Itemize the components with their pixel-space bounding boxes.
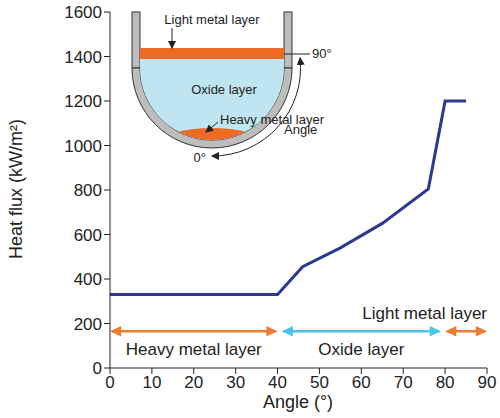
svg-text:20: 20 xyxy=(184,373,203,392)
svg-text:1600: 1600 xyxy=(64,3,102,22)
svg-text:Angle (°): Angle (°) xyxy=(263,392,333,412)
svg-text:Oxide layer: Oxide layer xyxy=(191,82,257,97)
svg-text:200: 200 xyxy=(74,315,102,334)
svg-text:40: 40 xyxy=(268,373,287,392)
svg-text:60: 60 xyxy=(352,373,371,392)
svg-text:Light metal layer: Light metal layer xyxy=(164,12,260,27)
svg-text:90°: 90° xyxy=(312,46,332,61)
svg-text:600: 600 xyxy=(74,226,102,245)
svg-text:0°: 0° xyxy=(194,150,206,165)
svg-text:1200: 1200 xyxy=(64,92,102,111)
svg-text:Heavy metal layer: Heavy metal layer xyxy=(220,112,325,127)
svg-text:Oxide layer: Oxide layer xyxy=(318,340,404,359)
svg-text:0: 0 xyxy=(105,373,114,392)
svg-text:Heat flux (kW/m²): Heat flux (kW/m²) xyxy=(8,119,26,259)
svg-text:Light metal layer: Light metal layer xyxy=(362,304,487,323)
svg-text:70: 70 xyxy=(394,373,413,392)
svg-text:1400: 1400 xyxy=(64,48,102,67)
svg-text:0: 0 xyxy=(93,359,102,378)
svg-text:Heavy metal layer: Heavy metal layer xyxy=(126,340,262,359)
svg-text:400: 400 xyxy=(74,270,102,289)
svg-text:1000: 1000 xyxy=(64,137,102,156)
svg-text:50: 50 xyxy=(310,373,329,392)
svg-text:90: 90 xyxy=(478,373,492,392)
svg-text:Angle: Angle xyxy=(284,122,317,137)
svg-text:800: 800 xyxy=(74,181,102,200)
svg-text:80: 80 xyxy=(436,373,455,392)
svg-text:30: 30 xyxy=(226,373,245,392)
svg-text:10: 10 xyxy=(142,373,161,392)
